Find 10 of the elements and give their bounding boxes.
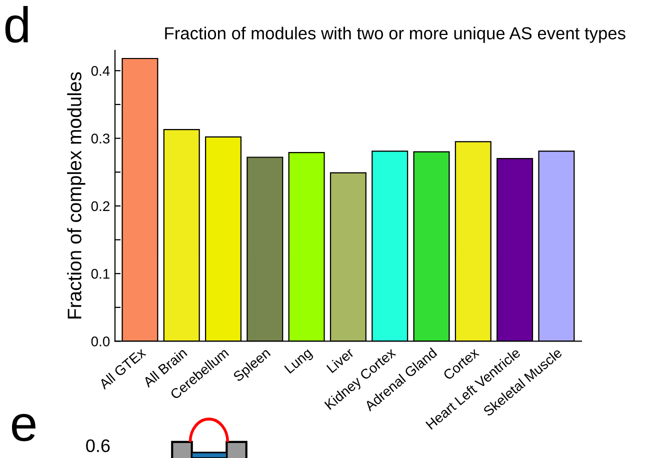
y-tick-label: 0.2 [91, 201, 110, 212]
chart-title: Fraction of modules with two or more unique AS event types [165, 26, 626, 43]
y-tick-label: 0.0 [91, 336, 110, 346]
y-tick-label: 0.3 [91, 134, 110, 144]
text: e [12, 414, 36, 442]
text: d [5, 6, 28, 43]
y-axis-title: Fraction of complex modules [67, 72, 86, 318]
y-tick-label: 0.1 [91, 268, 110, 279]
y-tick-label: 0.4 [91, 66, 110, 76]
text: 0.6 [86, 439, 110, 452]
